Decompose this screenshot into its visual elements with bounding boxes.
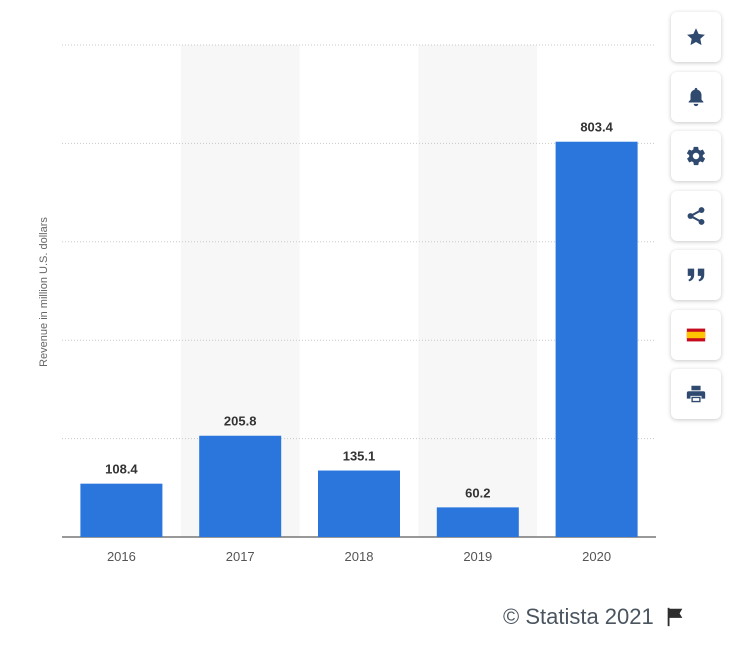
share-icon bbox=[687, 206, 705, 225]
x-tick-label-2016: 2016 bbox=[107, 549, 136, 564]
gear-icon bbox=[686, 146, 706, 166]
x-tick-label-2020: 2020 bbox=[582, 549, 611, 564]
bar-2019[interactable] bbox=[436, 507, 519, 537]
bar-2017[interactable] bbox=[199, 435, 282, 537]
bar-2020[interactable] bbox=[555, 141, 638, 537]
settings-button[interactable] bbox=[671, 131, 721, 181]
printer-icon bbox=[686, 385, 706, 403]
value-label-2017: 205.8 bbox=[224, 414, 257, 429]
favorite-button[interactable] bbox=[671, 12, 721, 62]
y-axis-label: Revenue in million U.S. dollars bbox=[38, 217, 50, 367]
footer-copyright: © Statista 2021 bbox=[503, 604, 686, 630]
band-2019 bbox=[418, 45, 538, 537]
value-label-2020: 803.4 bbox=[580, 120, 613, 135]
value-label-2016: 108.4 bbox=[105, 462, 138, 477]
star-icon bbox=[687, 28, 705, 46]
cite-button[interactable] bbox=[671, 250, 721, 300]
value-labels: 108.4 205.8 135.1 60.2 803.4 bbox=[105, 120, 614, 501]
language-button[interactable] bbox=[671, 309, 721, 360]
bar-2016[interactable] bbox=[80, 483, 163, 537]
x-tick-labels: 2016 2017 2018 2019 2020 bbox=[107, 549, 611, 564]
x-tick-label-2019: 2019 bbox=[463, 549, 492, 564]
bars bbox=[80, 141, 638, 537]
value-label-2019: 60.2 bbox=[465, 485, 490, 500]
share-button[interactable] bbox=[671, 190, 721, 241]
report-flag-icon[interactable] bbox=[664, 606, 686, 628]
copyright-text: © Statista 2021 bbox=[503, 604, 654, 629]
chart-toolbar bbox=[671, 12, 721, 429]
bar-2018[interactable] bbox=[318, 470, 400, 537]
flag-spain-icon bbox=[686, 328, 706, 341]
bell-icon bbox=[688, 87, 704, 106]
notification-button[interactable] bbox=[671, 71, 721, 122]
quote-icon bbox=[687, 268, 705, 282]
x-tick-label-2017: 2017 bbox=[226, 549, 255, 564]
x-tick-label-2018: 2018 bbox=[345, 549, 374, 564]
value-label-2018: 135.1 bbox=[343, 449, 376, 464]
print-button[interactable] bbox=[671, 369, 721, 419]
